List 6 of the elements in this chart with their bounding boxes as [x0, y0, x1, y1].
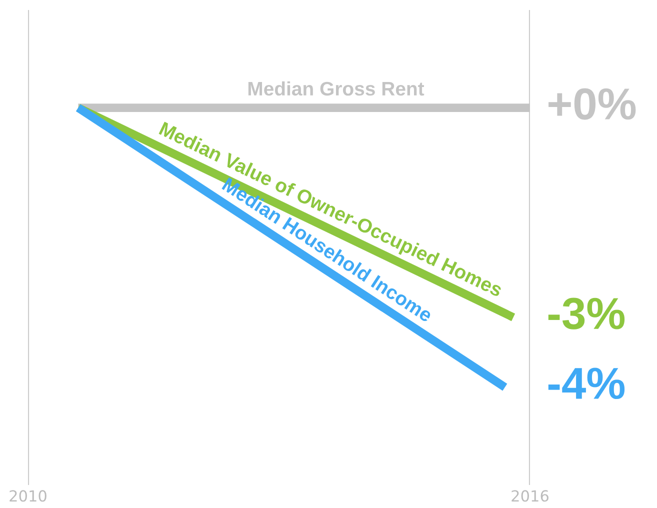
- x-tick-label: 2016: [512, 490, 548, 502]
- data-label: -4%: [548, 368, 625, 400]
- series-label: Median Gross Rent: [248, 81, 424, 96]
- data-label: -3%: [548, 298, 625, 330]
- data-label: +0%: [548, 88, 636, 120]
- x-tick-label: 2010: [10, 490, 46, 502]
